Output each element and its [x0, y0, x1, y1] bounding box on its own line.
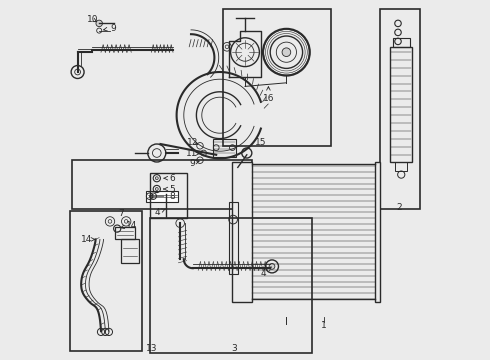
Bar — [213, 139, 236, 157]
Bar — [380, 9, 419, 209]
Circle shape — [155, 177, 158, 180]
Circle shape — [155, 188, 158, 190]
Bar — [392, 38, 410, 47]
Bar — [72, 160, 252, 209]
Bar — [229, 202, 238, 274]
Text: 9: 9 — [189, 158, 199, 168]
Text: 4: 4 — [260, 267, 271, 278]
Bar — [149, 173, 187, 218]
Text: 12: 12 — [187, 138, 199, 147]
Text: 3: 3 — [231, 344, 237, 353]
Text: 14: 14 — [121, 220, 138, 230]
Text: 8: 8 — [150, 192, 175, 201]
Bar — [146, 191, 178, 202]
Bar — [232, 162, 252, 302]
Text: 6: 6 — [164, 174, 175, 183]
Bar — [395, 162, 407, 171]
Text: 2: 2 — [396, 202, 401, 212]
Bar — [121, 239, 139, 263]
Circle shape — [282, 48, 291, 57]
Text: 4: 4 — [154, 208, 165, 217]
Bar — [391, 47, 412, 162]
Text: 5: 5 — [164, 185, 175, 194]
Text: 14: 14 — [81, 235, 96, 244]
Bar — [374, 162, 380, 302]
Text: 7: 7 — [118, 209, 123, 217]
Text: 9: 9 — [103, 24, 116, 33]
Text: 11: 11 — [186, 149, 200, 158]
Circle shape — [269, 264, 275, 269]
Bar — [223, 9, 331, 146]
Circle shape — [96, 20, 102, 27]
Text: 1: 1 — [321, 321, 327, 330]
Text: 10: 10 — [87, 15, 99, 24]
Bar — [71, 211, 143, 351]
Bar — [149, 218, 312, 353]
Text: 13: 13 — [147, 344, 158, 353]
Bar — [116, 227, 135, 239]
Text: 16: 16 — [263, 87, 274, 103]
Text: 15: 15 — [255, 138, 267, 147]
